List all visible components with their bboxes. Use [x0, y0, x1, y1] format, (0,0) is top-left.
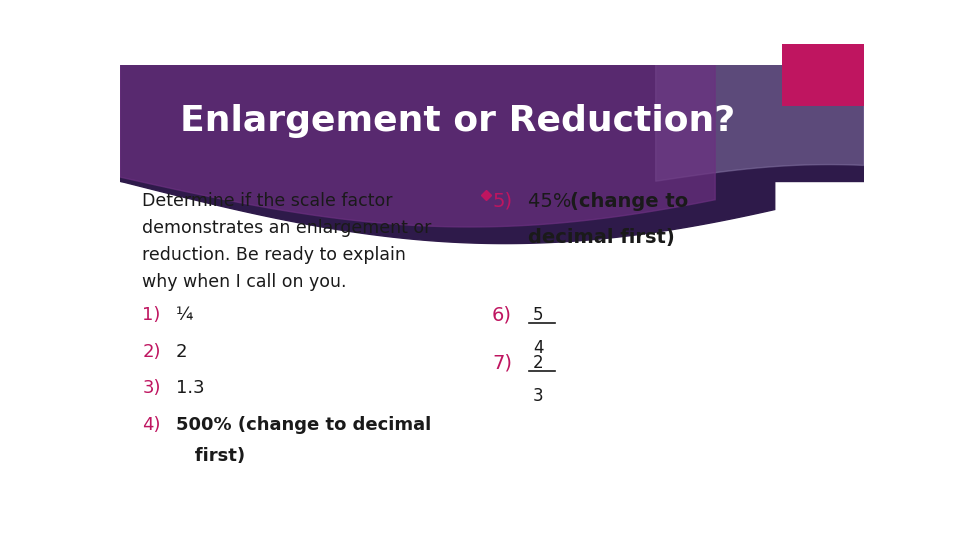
Text: decimal first): decimal first): [528, 228, 675, 247]
Text: 5: 5: [533, 306, 543, 324]
Text: 4: 4: [533, 339, 543, 357]
Polygon shape: [120, 44, 864, 181]
Text: 3: 3: [533, 387, 543, 405]
Text: reduction. Be ready to explain: reduction. Be ready to explain: [142, 246, 406, 264]
Text: 45%: 45%: [528, 192, 578, 211]
Text: 4): 4): [142, 416, 161, 434]
Polygon shape: [656, 44, 864, 181]
FancyBboxPatch shape: [782, 44, 864, 106]
Text: (change to: (change to: [570, 192, 688, 211]
Text: 500% (change to decimal: 500% (change to decimal: [176, 416, 431, 434]
Polygon shape: [120, 44, 715, 227]
Text: Determine if the scale factor: Determine if the scale factor: [142, 192, 393, 210]
Text: 2: 2: [176, 343, 187, 361]
Text: 6): 6): [492, 306, 512, 325]
Text: 2: 2: [533, 354, 543, 372]
Text: ¼: ¼: [176, 306, 193, 324]
Text: 1.3: 1.3: [176, 379, 204, 397]
Text: 5): 5): [492, 192, 512, 211]
Text: Enlargement or Reduction?: Enlargement or Reduction?: [180, 104, 734, 138]
Text: 3): 3): [142, 379, 161, 397]
Text: demonstrates an enlargement or: demonstrates an enlargement or: [142, 219, 432, 237]
Text: 1): 1): [142, 306, 160, 324]
Text: why when I call on you.: why when I call on you.: [142, 273, 347, 291]
Text: 7): 7): [492, 354, 512, 373]
Text: 2): 2): [142, 343, 161, 361]
Text: first): first): [176, 447, 245, 465]
Polygon shape: [120, 44, 775, 244]
